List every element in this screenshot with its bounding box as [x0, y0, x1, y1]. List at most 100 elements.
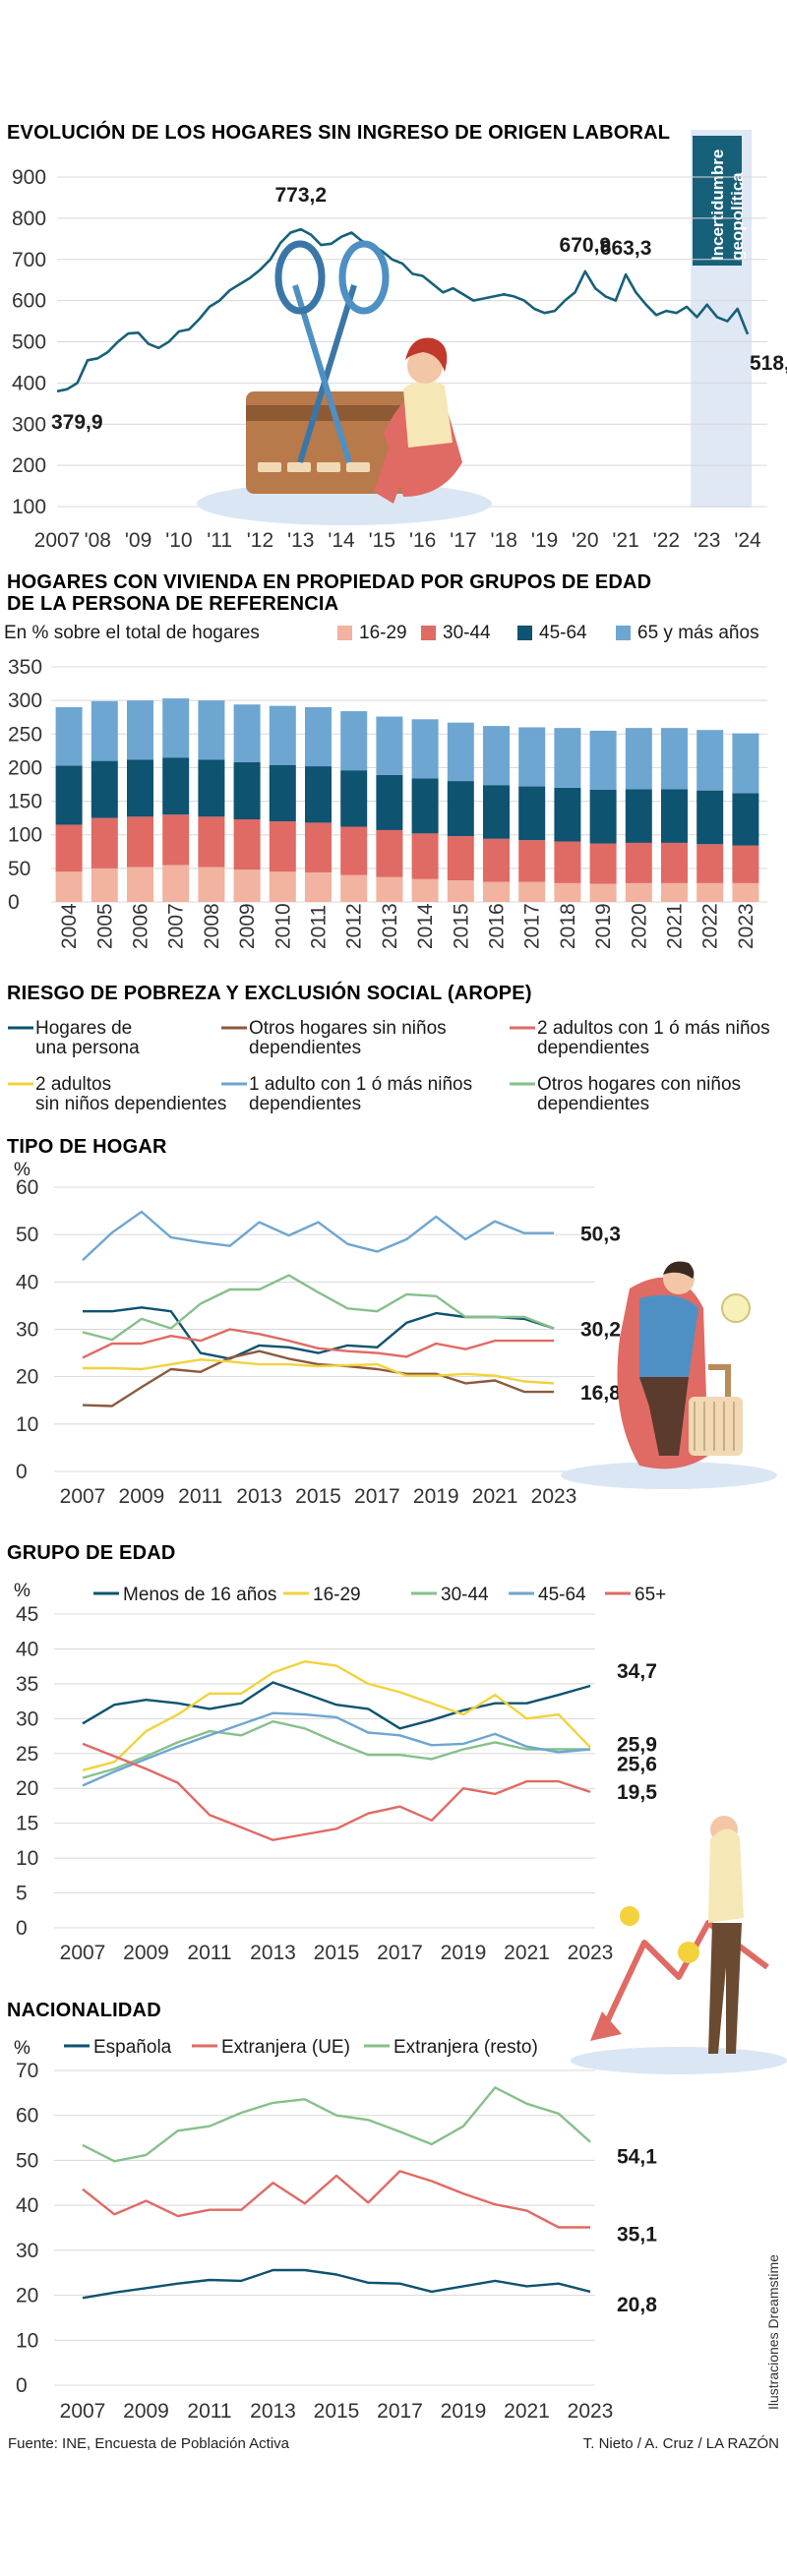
- y-tick-label: 0: [16, 1461, 28, 1483]
- bar-segment: [162, 698, 190, 758]
- x-tick-label: 2021: [472, 1485, 518, 1508]
- y-tick-label: 5: [16, 1883, 28, 1905]
- bar-segment: [483, 785, 510, 839]
- x-tick-label: '20: [572, 529, 598, 552]
- bar-segment: [661, 842, 688, 883]
- x-tick-label: '24: [734, 529, 761, 552]
- bar-segment: [162, 814, 190, 866]
- legend-label: Española: [93, 2037, 172, 2058]
- chart-title: NACIONALIDAD: [7, 2000, 161, 2021]
- x-tick-label: 2017: [521, 903, 544, 949]
- y-unit-label: %: [14, 1160, 30, 1180]
- x-tick-label: 2023: [568, 2400, 614, 2423]
- value-label: 20,8: [617, 2294, 657, 2316]
- series-line: [82, 1742, 591, 1841]
- bar-segment: [376, 716, 403, 775]
- value-label: 379,9: [51, 411, 103, 434]
- woman-shirt: [403, 380, 453, 448]
- coin-icon: [678, 1942, 699, 1963]
- series-line: [82, 1274, 555, 1342]
- bar-segment: [554, 787, 581, 842]
- series-line: [82, 1720, 590, 1779]
- legend-label-line-2: dependientes: [537, 1038, 649, 1058]
- bar-segment: [696, 730, 724, 791]
- chart-arope-tipo-hogar: RIESGO DE POBREZA Y EXCLUSIÓN SOCIAL (AR…: [7, 981, 770, 1508]
- bar-segment: [661, 882, 688, 902]
- legend-label-line-1: 2 adultos con 1 ó más niños: [537, 1018, 770, 1039]
- y-tick-label: 0: [8, 891, 20, 914]
- bar-segment: [127, 816, 153, 868]
- bar-segment: [127, 867, 153, 902]
- bar-segment: [91, 817, 118, 869]
- x-tick-label: 2010: [272, 903, 294, 949]
- bar-segment: [91, 868, 118, 902]
- bar-segment: [305, 766, 332, 823]
- legend-label: 45-64: [538, 1585, 586, 1605]
- bar-segment: [198, 816, 225, 868]
- x-tick-label: 2015: [314, 2400, 360, 2423]
- y-tick-label: 0: [16, 2374, 28, 2397]
- legend-swatch: [337, 626, 352, 640]
- chart-subtitle: En % sobre el total de hogares: [4, 623, 260, 643]
- value-label: 663,3: [600, 237, 652, 260]
- bar-segment: [91, 700, 118, 761]
- x-tick-label: '10: [165, 529, 192, 552]
- x-tick-label: '23: [694, 529, 720, 552]
- bar-segment: [447, 880, 474, 902]
- series-line: [82, 2268, 591, 2300]
- woman-shirt: [708, 1828, 744, 1923]
- series-line: [82, 1711, 591, 1787]
- bar-segment: [233, 761, 261, 820]
- x-tick-label: 2011: [308, 905, 331, 949]
- y-tick-label: 0: [16, 1917, 28, 1940]
- x-tick-label: 2016: [486, 903, 509, 949]
- x-tick-label: 2014: [414, 903, 437, 949]
- value-label: 25,9: [617, 1733, 657, 1756]
- y-tick-label: 30: [16, 1319, 38, 1342]
- chart-arope-grupo-edad: GRUPO DE EDAD Menos de 16 años 16-29 30-44 4…: [7, 1542, 666, 1964]
- bar-segment: [91, 760, 118, 818]
- x-tick-label: 2018: [557, 903, 579, 949]
- series-line: [82, 1328, 554, 1359]
- y-tick-label: 45: [16, 1603, 38, 1626]
- bar-segment: [732, 882, 759, 902]
- x-tick-label: '13: [287, 529, 314, 552]
- bar-segment: [127, 759, 153, 817]
- value-label: 518,3: [750, 352, 787, 375]
- x-tick-label: 2009: [119, 1485, 165, 1508]
- bar-segment: [732, 733, 759, 794]
- y-tick-label: 300: [12, 413, 46, 436]
- value-label: 773,2: [274, 184, 327, 207]
- y-tick-label: 350: [8, 656, 42, 679]
- legend-label-line-2: sin niños dependientes: [35, 1094, 226, 1114]
- bar-segment: [55, 765, 83, 825]
- value-label: 54,1: [617, 2146, 657, 2169]
- x-tick-label: 2019: [441, 1942, 487, 1964]
- x-tick-label: '08: [85, 529, 111, 552]
- chart-title: EVOLUCIÓN DE LOS HOGARES SIN INGRESO DE …: [7, 120, 670, 144]
- bar-segment: [269, 764, 296, 822]
- value-label: 25,6: [617, 1754, 657, 1776]
- man-pants: [639, 1377, 689, 1456]
- chart-title-line-1: HOGARES CON VIVIENDA EN PROPIEDAD POR GR…: [7, 571, 651, 593]
- woman-hair: [405, 337, 448, 372]
- legend-label: 30-44: [443, 623, 491, 643]
- y-unit-label: %: [14, 2038, 30, 2059]
- bar-segment: [483, 726, 510, 786]
- bar-segment: [625, 882, 652, 902]
- legend-label-line-1: Hogares de: [35, 1018, 132, 1039]
- scissors-blade: [292, 284, 352, 463]
- legend-label-line-2: dependientes: [249, 1038, 361, 1058]
- bar-segment: [55, 824, 83, 872]
- bar-segment: [376, 774, 403, 830]
- x-tick-label: 2007: [60, 2400, 106, 2423]
- x-tick-label: 2007: [34, 529, 81, 552]
- y-tick-label: 70: [16, 2060, 38, 2082]
- bar-segment: [233, 704, 261, 762]
- x-tick-label: 2009: [236, 903, 259, 949]
- x-tick-label: 2011: [187, 2400, 231, 2423]
- bar-segment: [447, 836, 474, 881]
- y-tick-label: 150: [8, 791, 42, 813]
- bar-segment: [447, 722, 474, 782]
- y-tick-label: 15: [16, 1813, 38, 1835]
